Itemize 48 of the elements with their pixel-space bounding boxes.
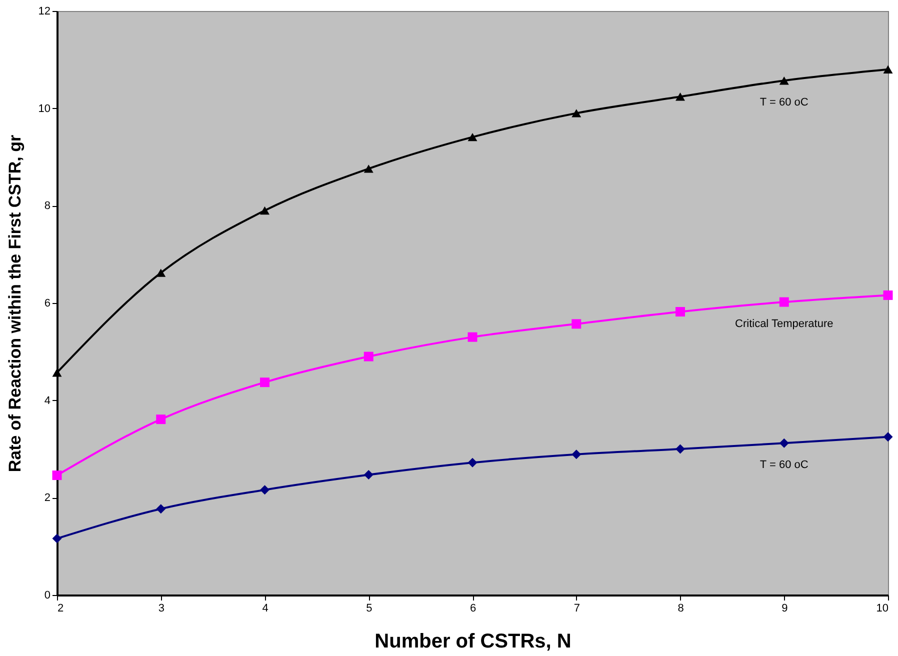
point [676, 92, 685, 101]
point [779, 76, 789, 85]
point [572, 319, 582, 329]
x-tick-label: 9 [782, 602, 788, 614]
x-tick-label: 2 [58, 602, 64, 614]
point [468, 132, 478, 142]
series-label: T = 60 oC [760, 96, 808, 109]
point [364, 164, 374, 173]
x-axis-title: Number of CSTRs, N [374, 630, 572, 652]
point [676, 307, 685, 317]
point [52, 534, 62, 544]
point [883, 290, 893, 300]
point [364, 470, 374, 480]
x-tick-label: 4 [262, 602, 268, 614]
point [52, 368, 62, 377]
point [156, 414, 166, 424]
y-tick-label: 12 [38, 6, 50, 18]
y-tick-label: 8 [44, 200, 50, 212]
series-label: T = 60 oC [760, 459, 808, 472]
y-tick-label: 2 [44, 492, 50, 504]
point [468, 332, 478, 342]
point [883, 432, 893, 442]
point [156, 268, 166, 277]
y-tick-label: 4 [44, 394, 50, 407]
series-label: Critical Temperature [735, 318, 834, 330]
x-tick-label: 6 [470, 602, 476, 614]
point [260, 206, 270, 215]
point [468, 458, 478, 468]
point [156, 504, 166, 514]
y-tick-label: 10 [38, 102, 50, 115]
point [364, 352, 374, 362]
y-axis-title: Rate of Reaction within the First CSTR, gr [5, 134, 24, 472]
x-tick-label: 5 [366, 602, 372, 614]
point [260, 378, 270, 388]
y-tick-label: 6 [44, 298, 50, 310]
point [572, 109, 582, 118]
point [572, 450, 582, 460]
x-tick-label: 10 [876, 602, 888, 614]
point [52, 470, 62, 480]
point [779, 438, 789, 448]
x-tick-label: 3 [158, 602, 164, 614]
x-tick-label: 8 [678, 602, 684, 614]
point [779, 297, 789, 307]
point [676, 444, 685, 454]
point [883, 65, 893, 74]
x-tick-label: 7 [574, 602, 580, 614]
point [260, 485, 270, 495]
y-tick-label: 0 [44, 590, 50, 602]
